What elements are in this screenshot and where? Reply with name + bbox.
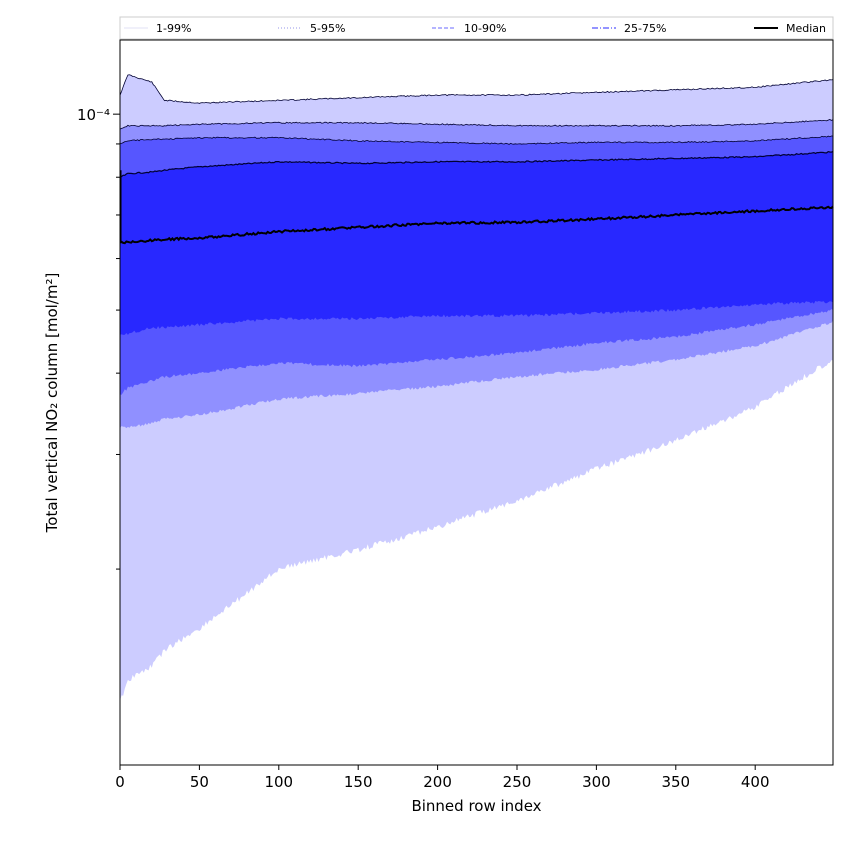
- legend-label-3: 25-75%: [624, 22, 666, 35]
- legend: 1-99% 5-95% 10-90% 25-75% Median: [119, 16, 834, 40]
- y-axis-label: Total vertical NO₂ column [mol/m²]: [43, 273, 61, 534]
- median-line: [119, 205, 834, 245]
- legend-label-2: 10-90%: [464, 22, 506, 35]
- band-25-75: [120, 151, 833, 335]
- percentile-lines: [119, 74, 834, 245]
- legend-label-1: 5-95%: [310, 22, 345, 35]
- percentile-bands: [120, 74, 833, 701]
- x-tick-label-300: 300: [582, 773, 611, 791]
- x-tick-label-200: 200: [423, 773, 452, 791]
- x-tick-label-250: 250: [503, 773, 532, 791]
- legend-box: [119, 16, 834, 40]
- band-5-95-upper-edge: [119, 119, 834, 130]
- x-tick-label-0: 0: [115, 773, 125, 791]
- x-tick-label-150: 150: [344, 773, 373, 791]
- legend-label-4: Median: [786, 22, 826, 35]
- band-10-90-upper-edge: [119, 135, 833, 145]
- x-tick-label-100: 100: [264, 773, 293, 791]
- y-tick-label-major: 10⁻⁴: [77, 106, 110, 124]
- band-1-99-upper-edge: [119, 74, 834, 104]
- legend-label-0: 1-99%: [156, 22, 191, 35]
- band-25-75-upper-edge: [119, 150, 834, 178]
- x-axis-ticks: 0 50 100 150 200 250 300 350 400: [115, 765, 770, 791]
- x-tick-label-350: 350: [661, 773, 690, 791]
- x-axis-label: Binned row index: [411, 797, 541, 815]
- x-tick-label-50: 50: [190, 773, 209, 791]
- plot-frame: [119, 39, 834, 766]
- y-axis-ticks: 10⁻⁴: [77, 106, 120, 570]
- x-tick-label-400: 400: [741, 773, 770, 791]
